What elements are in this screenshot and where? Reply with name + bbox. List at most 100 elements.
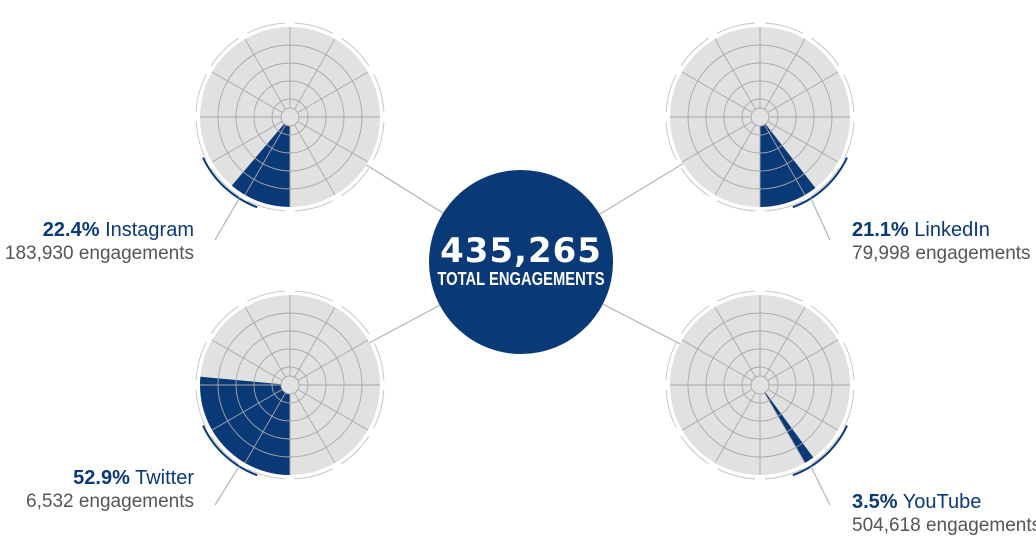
- total-engagements-disc: [429, 170, 613, 354]
- youtube-engagements: 504,618 engagements: [852, 515, 1036, 537]
- twitter-dial: [195, 290, 385, 506]
- youtube-outer-tick: [680, 305, 710, 335]
- linkedin-dial-hub: [750, 107, 770, 127]
- youtube-grid-spoke: [681, 389, 753, 431]
- instagram-outer-tick: [373, 74, 385, 113]
- instagram-name: Instagram: [105, 219, 194, 241]
- instagram-value-wedge: [231, 117, 290, 207]
- twitter-value-wedge: [199, 376, 290, 476]
- twitter-outer-tick: [210, 435, 240, 465]
- youtube-dial-hub: [750, 375, 770, 395]
- instagram-accent-arc: [202, 157, 258, 209]
- twitter-grid-spoke: [297, 339, 369, 381]
- instagram-grid-spoke: [211, 121, 283, 163]
- instagram-outer-tick: [195, 121, 207, 160]
- youtube-outer-tick: [764, 290, 803, 302]
- linkedin-value-wedge: [760, 117, 816, 207]
- twitter-label-leader: [214, 466, 240, 506]
- youtube-percent: 3.5%: [852, 491, 898, 513]
- total-engagements-caption: TOTAL ENGAGEMENTS: [437, 269, 605, 290]
- label-youtube: 3.5% YouTube 504,618 engagements: [852, 490, 1036, 538]
- instagram-grid-spoke: [211, 71, 283, 113]
- twitter-outer-tick: [373, 389, 385, 428]
- instagram-percent: 22.4%: [42, 219, 100, 241]
- instagram-grid-spoke: [297, 121, 369, 163]
- instagram-outer-tick: [247, 22, 286, 34]
- youtube-outer-tick: [665, 389, 677, 428]
- linkedin-outer-tick: [665, 74, 677, 113]
- twitter-engagements: 6,532 engagements: [26, 491, 194, 513]
- linkedin-outer-tick: [665, 121, 677, 160]
- youtube-grid-spoke: [714, 392, 756, 464]
- linkedin-engagements: 79,998 engagements: [852, 243, 1031, 265]
- linkedin-outer-tick: [843, 121, 855, 160]
- youtube-outer-tick: [717, 468, 756, 480]
- linkedin-grid-spoke: [767, 71, 839, 113]
- total-engagements-value: 435,265: [440, 231, 602, 272]
- twitter-outer-tick: [210, 305, 240, 335]
- youtube-grid-spoke: [764, 392, 806, 464]
- platform-dials: [195, 22, 855, 506]
- label-linkedin: 21.1% LinkedIn 79,998 engagements: [852, 218, 1031, 266]
- youtube-outer-tick: [764, 468, 803, 480]
- youtube-outer-tick: [717, 290, 756, 302]
- linkedin-name: LinkedIn: [914, 219, 990, 241]
- youtube-outer-tick: [665, 342, 677, 381]
- linkedin-accent-arc: [792, 157, 848, 209]
- instagram-label-leader: [214, 198, 240, 241]
- instagram-grid-spoke: [297, 71, 369, 113]
- instagram-dial: [195, 22, 385, 241]
- youtube-grid-spoke: [681, 339, 753, 381]
- twitter-grid-spoke: [294, 306, 336, 378]
- twitter-grid-spoke: [211, 389, 283, 431]
- twitter-name: Twitter: [135, 467, 194, 489]
- linkedin-outer-tick: [680, 37, 710, 67]
- linkedin-outer-tick: [810, 37, 840, 67]
- twitter-grid-spoke: [297, 389, 369, 431]
- twitter-outer-tick: [195, 342, 207, 381]
- instagram-outer-tick: [340, 167, 370, 197]
- youtube-outer-tick: [810, 435, 840, 465]
- linkedin-outer-tick: [764, 200, 803, 212]
- linkedin-outer-tick: [810, 167, 840, 197]
- twitter-grid-spoke: [244, 392, 286, 464]
- youtube-grid-spoke: [764, 306, 806, 378]
- youtube-outer-tick: [680, 435, 710, 465]
- youtube-label-leader: [810, 466, 831, 506]
- total-engagements-text: 435,265 TOTAL ENGAGEMENTS: [431, 162, 611, 362]
- youtube-grid-spoke: [767, 389, 839, 431]
- linkedin-grid-spoke: [767, 121, 839, 163]
- linkedin-percent: 21.1%: [852, 219, 909, 241]
- instagram-outer-tick: [210, 37, 240, 67]
- twitter-grid-spoke: [294, 392, 336, 464]
- instagram-grid-spoke: [244, 124, 286, 196]
- twitter-outer-tick: [294, 290, 333, 302]
- label-instagram: 22.4% Instagram 183,930 engagements: [5, 218, 194, 266]
- label-twitter: 52.9% Twitter 6,532 engagements: [26, 466, 194, 514]
- linkedin-grid-spoke: [714, 38, 756, 110]
- twitter-grid-spoke: [211, 339, 283, 381]
- instagram-outer-tick: [373, 121, 385, 160]
- instagram-grid-spoke: [244, 38, 286, 110]
- instagram-outer-tick: [294, 200, 333, 212]
- linkedin-outer-tick: [717, 22, 756, 34]
- twitter-percent: 52.9%: [73, 467, 130, 489]
- linkedin-dial: [665, 22, 855, 241]
- youtube-grid-spoke: [714, 306, 756, 378]
- instagram-outer-tick: [247, 200, 286, 212]
- instagram-dial-hub: [280, 107, 300, 127]
- twitter-outer-tick: [340, 305, 370, 335]
- linkedin-grid-spoke: [681, 121, 753, 163]
- youtube-outer-tick: [843, 389, 855, 428]
- twitter-outer-tick: [340, 435, 370, 465]
- linkedin-outer-tick: [764, 22, 803, 34]
- linkedin-outer-tick: [680, 167, 710, 197]
- youtube-value-wedge: [760, 385, 814, 463]
- linkedin-label-leader: [810, 198, 831, 241]
- linkedin-grid-spoke: [764, 124, 806, 196]
- instagram-engagements: 183,930 engagements: [4, 243, 194, 265]
- instagram-grid-spoke: [294, 38, 336, 110]
- linkedin-outer-tick: [843, 74, 855, 113]
- twitter-accent-arc: [202, 425, 258, 477]
- youtube-dial: [665, 290, 855, 506]
